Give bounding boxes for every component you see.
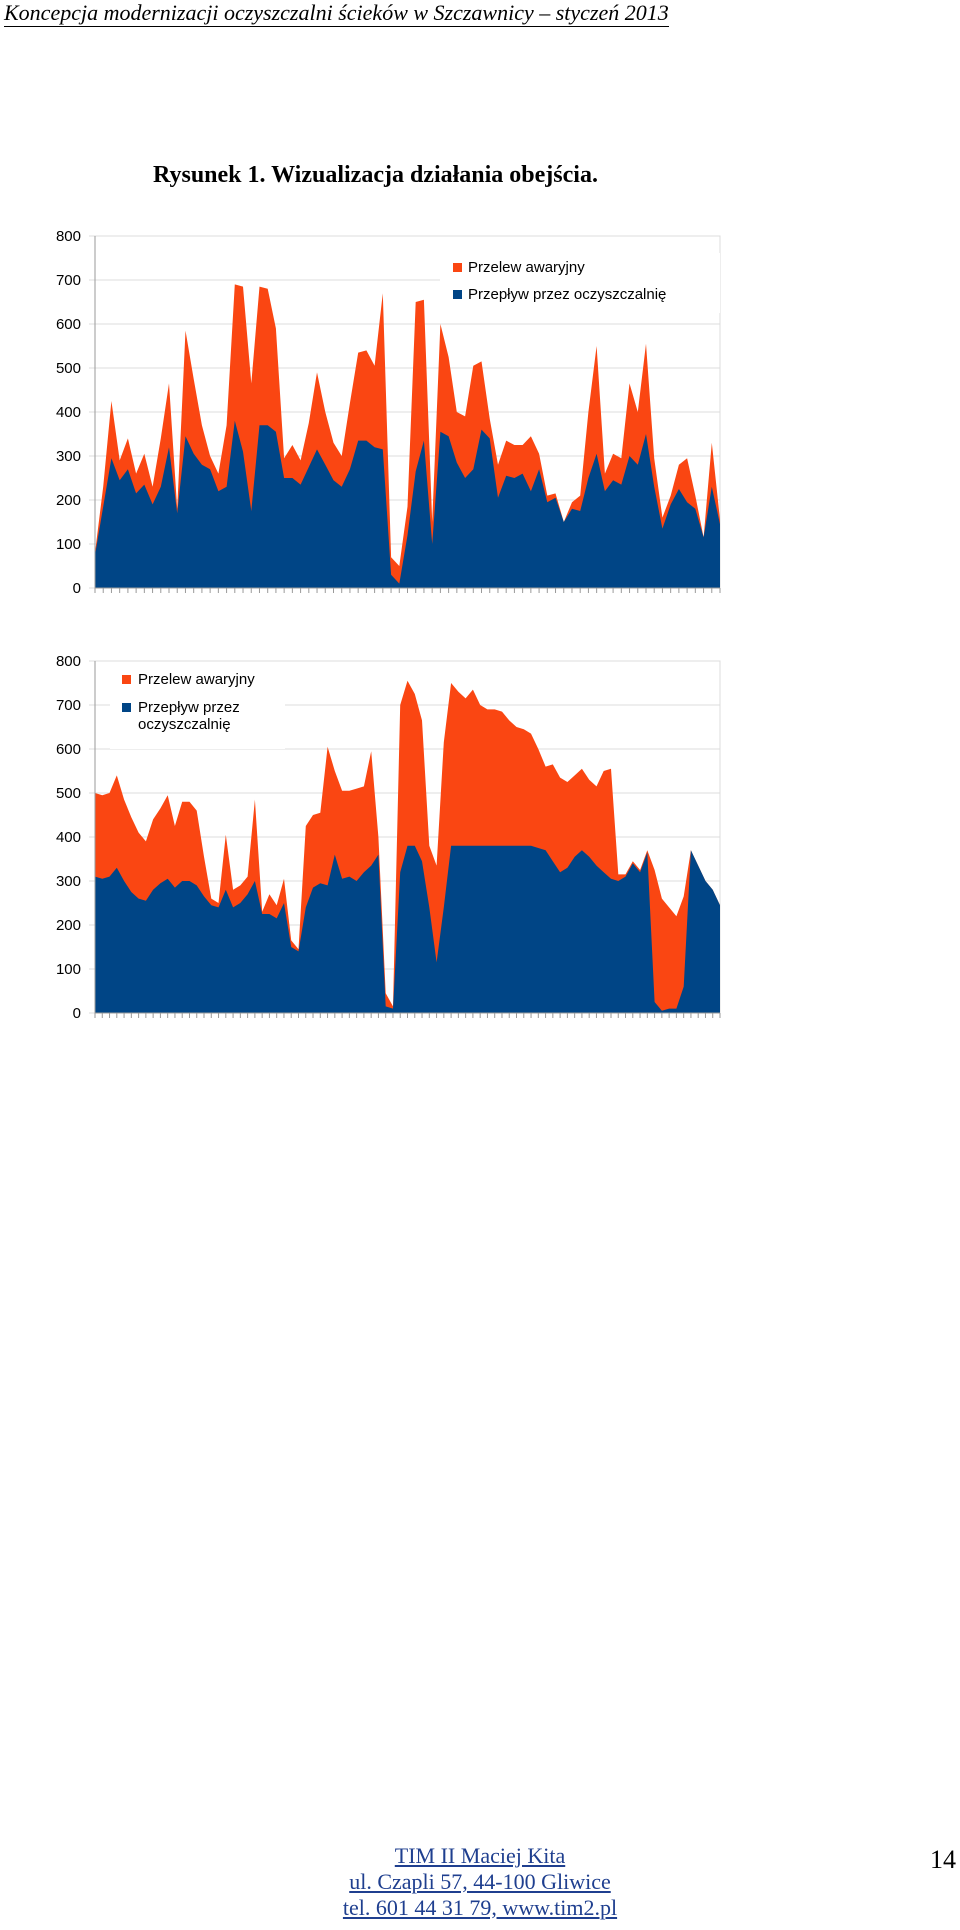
y-tick-label-700: 700 xyxy=(56,272,81,289)
footer: TIM II Maciej Kita ul. Czapli 57, 44-100… xyxy=(0,1843,960,1921)
y-tick-label-500: 500 xyxy=(56,785,81,802)
y-tick-label-400: 400 xyxy=(56,829,81,846)
y-tick-label-600: 600 xyxy=(56,316,81,333)
legend-box xyxy=(110,669,285,749)
header-text: Koncepcja modernizacji oczyszczalni ście… xyxy=(4,0,669,27)
legend-swatch-flow xyxy=(453,290,462,299)
chart-2: 0 100 200 300 400 500 600 700 800 Przelew awaryjn… xyxy=(56,653,721,1022)
y-tick-label-300: 300 xyxy=(56,448,81,465)
y-tick-label-700: 700 xyxy=(56,697,81,714)
y-tick-label-100: 100 xyxy=(56,961,81,978)
page-number: 14 xyxy=(930,1845,956,1874)
legend-label-flow-line1: Przepływ przez xyxy=(138,699,240,716)
footer-company: TIM II Maciej Kita xyxy=(394,1843,566,1868)
y-tick-label-500: 500 xyxy=(56,360,81,377)
y-tick-label-800: 800 xyxy=(56,228,81,245)
legend-box xyxy=(440,253,720,313)
y-tick-label-0: 0 xyxy=(73,580,81,597)
y-tick-label-0: 0 xyxy=(73,1005,81,1022)
legend-label-overflow: Przelew awaryjny xyxy=(138,671,255,688)
y-tick-label-600: 600 xyxy=(56,741,81,758)
legend-swatch-flow xyxy=(122,703,131,712)
series-area-flow xyxy=(95,845,720,1013)
legend-swatch-overflow xyxy=(122,675,131,684)
document-header: Koncepcja modernizacji oczyszczalni ście… xyxy=(4,0,956,30)
legend-label-flow: Przepływ przez oczyszczalnię xyxy=(468,286,666,303)
legend-swatch-overflow xyxy=(453,263,462,272)
y-tick-label-100: 100 xyxy=(56,536,81,553)
chart-1: 0 100 200 300 400 500 600 700 800 Przelew awaryjn… xyxy=(56,228,721,597)
y-tick-label-400: 400 xyxy=(56,404,81,421)
series-area-flow xyxy=(95,420,720,588)
y-tick-label-200: 200 xyxy=(56,917,81,934)
y-tick-label-200: 200 xyxy=(56,492,81,509)
footer-contact: tel. 601 44 31 79, www.tim2.pl xyxy=(342,1895,618,1920)
y-tick-label-800: 800 xyxy=(56,653,81,670)
footer-address: ul. Czapli 57, 44-100 Gliwice xyxy=(349,1869,611,1894)
figure-caption: Rysunek 1. Wizualizacja działania obejśc… xyxy=(153,162,598,188)
legend-label-flow-line2: oczyszczalnię xyxy=(138,716,231,733)
y-tick-label-300: 300 xyxy=(56,873,81,890)
legend-label-overflow: Przelew awaryjny xyxy=(468,259,585,276)
